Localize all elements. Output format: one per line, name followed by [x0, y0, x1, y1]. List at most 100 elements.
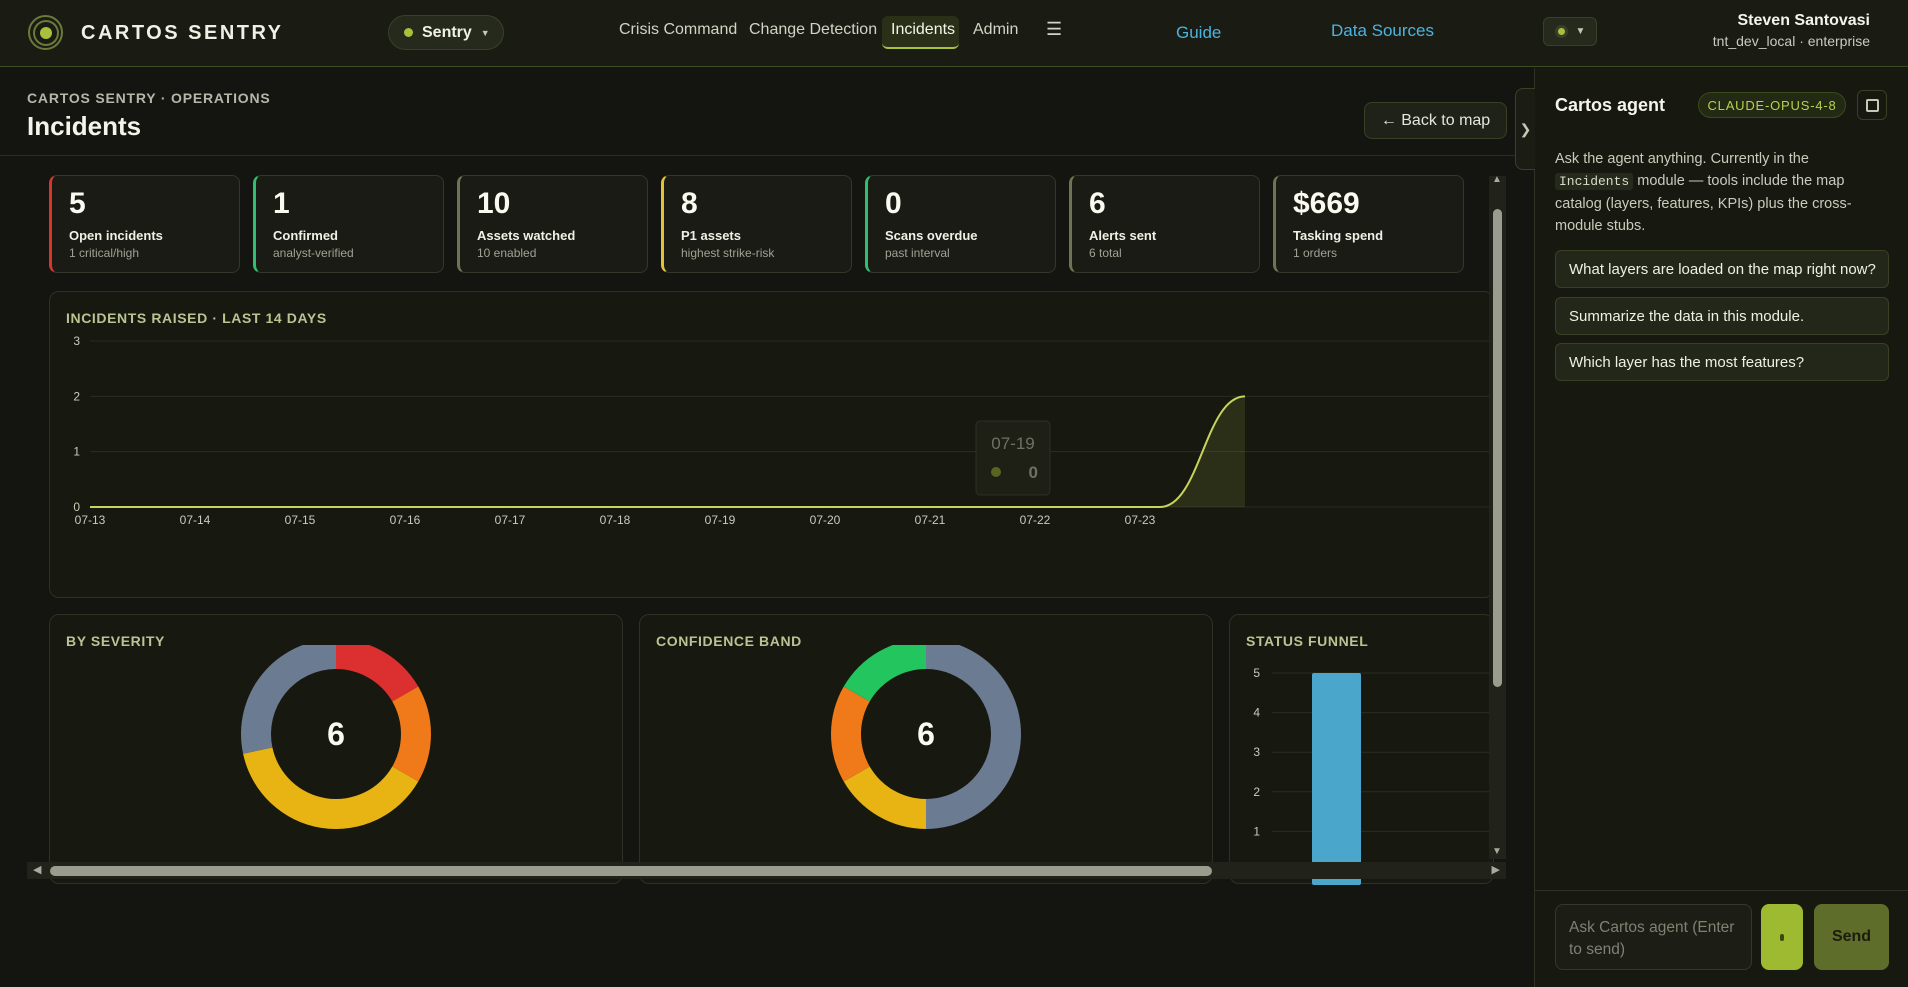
donut-slice: [336, 645, 419, 702]
donut-slice: [831, 686, 870, 782]
kpi-label: Scans overdue: [885, 228, 978, 243]
card-title: BY SEVERITY: [66, 633, 165, 649]
y-tick-label: 5: [1253, 666, 1260, 680]
scroll-down-icon[interactable]: ▼: [1492, 846, 1502, 857]
microphone-icon: [1780, 933, 1784, 941]
kpi-label: Confirmed: [273, 228, 338, 243]
horizontal-scrollbar[interactable]: ◀ ▶: [27, 862, 1506, 879]
nav-incidents[interactable]: Incidents: [891, 21, 956, 38]
kpi-card: 0 Scans overdue past interval: [865, 175, 1056, 273]
scroll-up-icon[interactable]: ▲: [1492, 174, 1502, 185]
y-tick-label: 3: [73, 334, 80, 348]
nav-crisis-command[interactable]: Crisis Command: [619, 21, 738, 38]
tooltip-value: 0: [1029, 463, 1038, 482]
breadcrumb: CARTOS SENTRY · OPERATIONS: [27, 90, 271, 106]
donut-center-value: 6: [917, 716, 935, 752]
model-badge: CLAUDE-OPUS-4-8: [1698, 92, 1846, 118]
kpi-detail: past interval: [885, 246, 950, 260]
guide-link[interactable]: Guide: [1176, 23, 1222, 42]
donut-slice: [241, 645, 336, 754]
kpi-label: Open incidents: [69, 228, 163, 243]
donut-slice: [926, 645, 1021, 829]
x-tick-label: 07-17: [495, 513, 526, 527]
y-tick-label: 2: [1253, 785, 1260, 799]
confidence-card: CONFIDENCE BAND 6: [639, 614, 1213, 884]
kpi-value: 10: [477, 187, 511, 220]
agent-title: Cartos agent: [1555, 95, 1666, 115]
kpi-value: 1: [273, 187, 290, 220]
agent-intro: Ask the agent anything. Currently in the…: [1555, 148, 1891, 237]
nav-admin[interactable]: Admin: [973, 21, 1019, 38]
donut-center-value: 6: [327, 716, 345, 752]
kpi-value: $669: [1293, 187, 1360, 220]
menu-icon[interactable]: ☰: [1046, 19, 1063, 39]
data-point: [194, 506, 197, 509]
kpi-card: 5 Open incidents 1 critical/high: [49, 175, 240, 273]
scroll-left-icon[interactable]: ◀: [33, 864, 42, 876]
x-tick-label: 07-14: [180, 513, 211, 527]
data-point: [719, 506, 722, 509]
mode-toggle[interactable]: ▼: [1543, 17, 1597, 46]
suggestion-button[interactable]: Which layer has the most features?: [1555, 343, 1889, 381]
kpi-label: P1 assets: [681, 228, 741, 243]
user-menu[interactable]: Steven Santovasi tnt_dev_local · enterpri…: [1713, 12, 1870, 49]
x-tick-label: 07-22: [1020, 513, 1051, 527]
status-funnel-card: STATUS FUNNEL 1 2 3 4 5: [1229, 614, 1494, 885]
data-point: [509, 506, 512, 509]
kpi-label: Assets watched: [477, 228, 576, 243]
agent-panel: [1534, 68, 1908, 987]
send-button[interactable]: Send: [1814, 904, 1889, 970]
tooltip-marker: [991, 467, 1001, 477]
kpi-detail: 6 total: [1089, 246, 1122, 260]
scroll-thumb[interactable]: [50, 866, 1212, 876]
module-code: Incidents: [1555, 173, 1634, 190]
intro-text: module — tools include the map catalog (…: [1555, 173, 1852, 234]
suggestion-button[interactable]: What layers are loaded on the map right …: [1555, 250, 1889, 288]
kpi-card: 8 P1 assets highest strike-risk: [661, 175, 852, 273]
x-tick-label: 07-19: [705, 513, 736, 527]
scroll-thumb[interactable]: [1493, 209, 1502, 687]
x-tick-label: 07-13: [75, 513, 106, 527]
data-point: [929, 506, 932, 509]
donut-slice: [392, 686, 431, 782]
y-tick-label: 3: [1253, 745, 1260, 759]
x-tick-label: 07-23: [1125, 513, 1156, 527]
data-point: [299, 506, 302, 509]
expand-icon[interactable]: [1857, 90, 1887, 120]
kpi-detail: 1 critical/high: [69, 246, 140, 260]
kpi-detail: highest strike-risk: [681, 246, 775, 260]
y-tick-label: 4: [1253, 706, 1260, 720]
data-point: [614, 506, 617, 509]
suggestion-button[interactable]: Summarize the data in this module.: [1555, 297, 1889, 335]
y-tick-label: 2: [73, 389, 80, 403]
kpi-card: 6 Alerts sent 6 total: [1069, 175, 1260, 273]
back-to-map-button[interactable]: ← Back to map: [1364, 102, 1507, 139]
card-title: INCIDENTS RAISED · LAST 14 DAYS: [66, 310, 327, 326]
intro-text: Ask the agent anything. Currently in the: [1555, 151, 1809, 167]
kpi-detail: analyst-verified: [273, 246, 354, 260]
logo-icon: [28, 15, 63, 50]
microphone-button[interactable]: [1761, 904, 1803, 970]
tooltip-date: 07-19: [991, 434, 1034, 453]
donut-slice: [243, 747, 419, 829]
donut-slice: [843, 645, 926, 702]
chevron-down-icon: ▼: [1575, 26, 1586, 37]
brand-name: CARTOS SENTRY: [81, 22, 284, 44]
environment-selector[interactable]: Sentry ▼: [388, 15, 504, 50]
data-sources-link[interactable]: Data Sources: [1331, 21, 1434, 40]
kpi-card: 10 Assets watched 10 enabled: [457, 175, 648, 273]
mode-icon: [1554, 25, 1568, 38]
confidence-donut-chart: 6: [831, 645, 1021, 829]
scroll-right-icon[interactable]: ▶: [1491, 864, 1500, 876]
data-point: [824, 506, 827, 509]
page-title: Incidents: [27, 111, 142, 141]
top-bar: CARTOS SENTRY Sentry ▼ Crisis Command Cha…: [0, 0, 1908, 67]
environment-label: Sentry: [422, 23, 472, 41]
nav-change-detection[interactable]: Change Detection: [749, 21, 878, 38]
panel-collapse-toggle[interactable]: ❯: [1515, 88, 1535, 170]
y-tick-label: 1: [73, 445, 80, 459]
agent-input[interactable]: Ask Cartos agent (Enter to send): [1555, 904, 1752, 970]
vertical-scrollbar[interactable]: ▲ ▼: [1489, 174, 1506, 859]
header-divider: [0, 155, 1534, 156]
status-funnel-chart: 1 2 3 4 5: [1253, 666, 1491, 885]
